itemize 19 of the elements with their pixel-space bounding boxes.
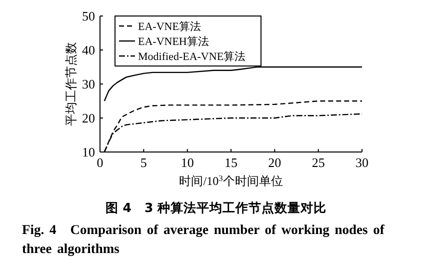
x-tick-label: 0	[96, 155, 104, 170]
text: Fig. 4 Comparison of average number of working nodes of three algorithms	[22, 221, 386, 258]
y-tick-label: 10	[82, 144, 95, 160]
x-tick-label: 15	[224, 155, 238, 170]
y-tick-label: 40	[82, 42, 95, 58]
legend-label: EA-VNEH算法	[138, 35, 209, 48]
legend-label: EA-VNE算法	[138, 20, 201, 33]
y-tick-label: 30	[82, 76, 95, 92]
x-tick-label: 30	[356, 155, 368, 170]
legend-label: Modified-EA-VNE算法	[138, 50, 246, 63]
x-tick-label: 10	[180, 155, 194, 170]
y-tick-label: 20	[82, 110, 95, 126]
text: 图 4 3 种算法平均工作节点数量对比	[105, 200, 327, 215]
x-tick-label: 25	[312, 155, 325, 170]
x-axis-title: 时间/10$^{3}$个时间单位	[179, 174, 283, 188]
y-tick-label: 50	[82, 8, 95, 24]
y-axis-title: 平均工作节点数	[64, 42, 78, 126]
x-tick-label: 20	[268, 155, 282, 170]
x-tick-label: 5	[140, 155, 147, 170]
